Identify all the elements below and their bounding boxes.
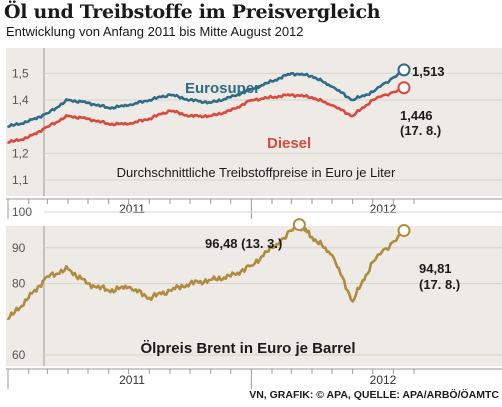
brent-point (7, 318, 9, 321)
diesel-line (7, 86, 405, 144)
fuel-series-lines (7, 68, 405, 144)
brent-point (229, 275, 232, 278)
diesel-point (351, 115, 354, 117)
brent-point (331, 254, 333, 256)
fuel-x-tick-label-2011: 2011 (119, 202, 145, 216)
brent-end-value-label: 94,81 (419, 261, 452, 276)
diesel-point (189, 115, 191, 117)
fuel-chart-panel (6, 48, 502, 196)
fuel-x-axis-ticks (7, 199, 415, 219)
diesel-series-label: Diesel (267, 135, 311, 152)
diesel-point (169, 109, 171, 112)
diesel-point (290, 93, 293, 96)
diesel-point (331, 104, 333, 107)
fuel-y-tick-labels: 1,1 1,2 1,4 1,5 (12, 66, 29, 187)
eurosuper-point (169, 93, 171, 96)
eurosuper-point (351, 99, 354, 101)
diesel-end-date-label: (17. 8.) (400, 123, 441, 138)
fuel-chart-title: Durchschnittliche Treibstoffpreise in Eu… (117, 165, 396, 180)
brent-point (250, 264, 253, 267)
diesel-point (87, 117, 89, 120)
brent-point (189, 282, 191, 285)
brent-point (371, 261, 374, 263)
eurosuper-point (27, 120, 30, 123)
eurosuper-point (127, 104, 130, 107)
brent-point (127, 286, 130, 288)
brent-peak-marker (292, 218, 306, 232)
diesel-point (7, 141, 9, 144)
eurosuper-line (7, 68, 405, 128)
eurosuper-point (46, 112, 49, 115)
brent-peak-label: 96,48 (13. 3.) (205, 236, 282, 251)
brent-x-tick-label-2012: 2012 (370, 373, 397, 387)
brent-chart-panel (6, 226, 502, 366)
diesel-point (46, 125, 49, 128)
brent-line (7, 223, 406, 321)
brent-point (271, 246, 273, 249)
eurosuper-point (371, 91, 374, 93)
brent-point (169, 289, 171, 292)
eurosuper-point (7, 125, 9, 128)
eurosuper-point (290, 72, 293, 75)
source-credit: VN, GRAFIK: © APA, QUELLE: APA/ARBÖ/ÖAMT… (249, 389, 499, 401)
brent-y-tick-label: 90 (12, 241, 26, 255)
diesel-point (209, 115, 212, 117)
eurosuper-point (107, 107, 110, 109)
eurosuper-point (67, 99, 69, 101)
fuel-x-tick-label-2012: 2012 (370, 202, 397, 216)
brent-point (311, 236, 313, 238)
brent-end-marker (397, 224, 411, 238)
brent-y-tick-label: 100 (12, 205, 32, 219)
brent-y-tick-labels: 60 80 90 100 (12, 205, 32, 362)
diesel-point (107, 123, 110, 125)
brent-x-axis-ticks (7, 369, 415, 389)
eurosuper-point (148, 99, 151, 101)
eurosuper-point (209, 101, 212, 104)
brent-y-tick-label: 60 (12, 348, 26, 362)
eurosuper-point (250, 88, 253, 91)
brent-point (107, 289, 110, 292)
eurosuper-point (87, 101, 89, 104)
fuel-y-tick-label: 1,5 (12, 66, 29, 80)
brent-point (87, 282, 89, 285)
eurosuper-series-label: Eurosuper (185, 80, 260, 97)
brent-y-tick-label: 80 (12, 277, 26, 291)
diesel-point (67, 115, 69, 117)
brent-point (67, 268, 69, 271)
eurosuper-point (311, 75, 313, 77)
brent-chart-title: Ölpreis Brent in Euro je Barrel (140, 340, 355, 357)
eurosuper-point (271, 80, 273, 83)
brent-point (46, 275, 49, 278)
diesel-point (27, 136, 30, 139)
diesel-point (271, 96, 273, 99)
diesel-point (229, 109, 232, 112)
eurosuper-end-marker (397, 63, 411, 77)
diesel-end-value-label: 1,446 (400, 108, 433, 123)
brent-point (27, 296, 30, 299)
diesel-point (148, 117, 151, 120)
fuel-gridlines (44, 72, 502, 181)
brent-point (209, 279, 212, 281)
chart-title: Öl und Treibstoffe im Preisvergleich (4, 1, 381, 23)
diesel-point (250, 99, 253, 101)
diesel-point (127, 123, 130, 125)
brent-point (351, 300, 354, 303)
fuel-y-tick-label: 1,1 (12, 173, 29, 187)
fuel-y-tick-label: 1,2 (12, 146, 29, 160)
eurosuper-point (331, 85, 333, 88)
fuel-y-tick-label: 1,4 (12, 93, 29, 107)
brent-point (148, 296, 151, 299)
diesel-point (311, 96, 313, 99)
chart-subtitle: Entwicklung von Anfang 2011 bis Mitte Au… (6, 24, 304, 39)
eurosuper-end-value-label: 1,513 (412, 64, 445, 79)
brent-x-tick-label-2011: 2011 (119, 373, 145, 387)
eurosuper-point (189, 99, 191, 101)
diesel-point (371, 99, 374, 101)
brent-end-date-label: (17. 8.) (419, 277, 460, 292)
diesel-end-marker (397, 81, 411, 95)
eurosuper-point (229, 96, 232, 99)
